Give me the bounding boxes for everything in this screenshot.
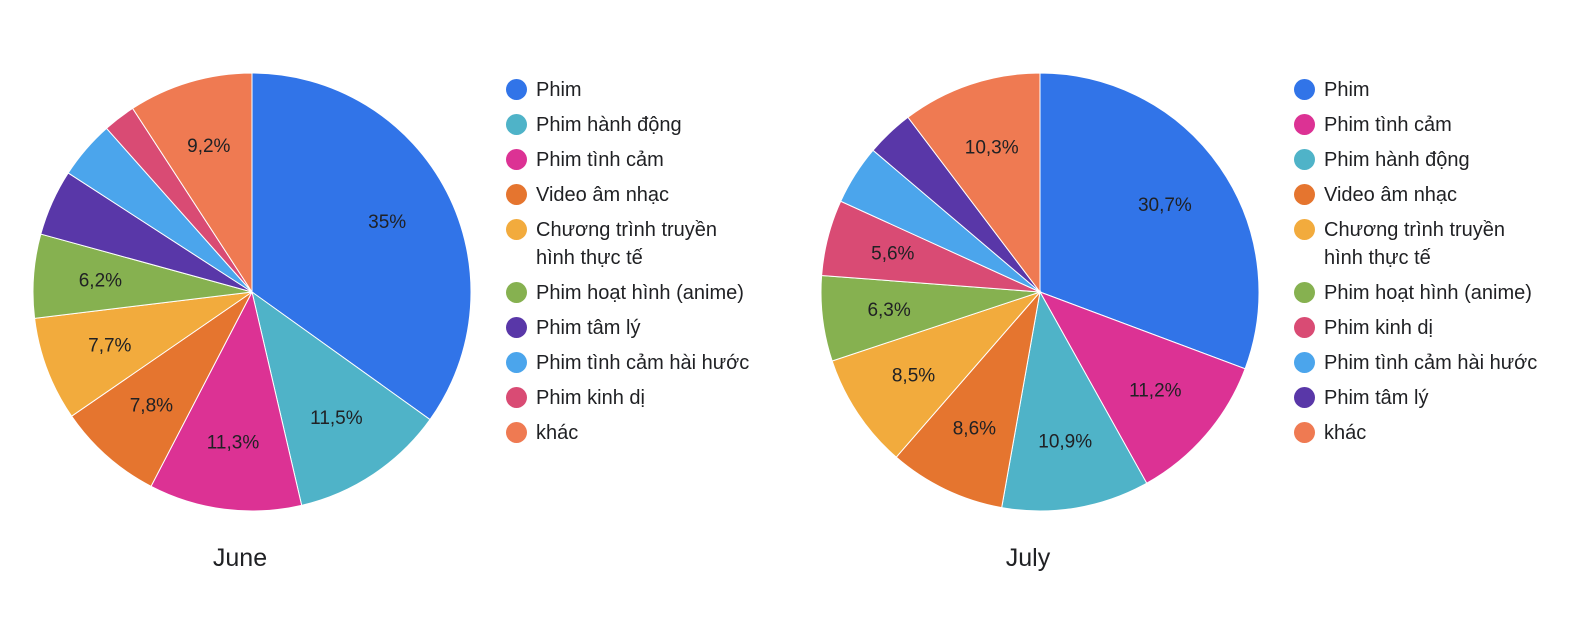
legend-item-phim-tinh-cam: Phim tình cảm [506, 146, 756, 174]
legend-item-phim-hanh-dong: Phim hành động [506, 111, 756, 139]
legend-label: Video âm nhạc [536, 184, 670, 206]
legend-item-phim-kinh-di: Phim kinh dị [1294, 314, 1544, 342]
legend-label: Phim tâm lý [536, 317, 641, 339]
legend-swatch [506, 422, 527, 443]
legend-item-video-am-nhac: Video âm nhạc [1294, 181, 1544, 209]
legend-item-chuong-trinh-truyen-hinh-thuc-te: Chương trình truyền hình thực tế [1294, 216, 1544, 272]
legend-label: Video âm nhạc [1324, 184, 1458, 206]
pie-slice-phim-tinh-cam [1038, 291, 1246, 484]
pie-slice-video-am-nhac [70, 291, 253, 488]
legend-swatch [1294, 219, 1315, 240]
legend-item-phim-kinh-di: Phim kinh dị [506, 384, 756, 412]
legend-item-phim-tinh-cam: Phim tình cảm [1294, 111, 1544, 139]
pie-slice-khac [907, 72, 1041, 294]
legend-swatch [506, 79, 527, 100]
legend-swatch [506, 184, 527, 205]
slice-value-label: 30,7% [1138, 195, 1192, 216]
legend-label: khác [1324, 422, 1367, 444]
legend-item-phim-tam-ly: Phim tâm lý [1294, 384, 1544, 412]
slice-value-label: 11,3% [207, 432, 260, 453]
legend-label: Phim kinh dị [536, 387, 645, 409]
legend-label: Phim hoạt hình (anime) [1324, 282, 1532, 304]
pie-svg: 30,7% 11,2% 10,9% 8,6% 8,5% 6,3% 5,6% 10,3% [820, 72, 1260, 512]
legend-label: Phim kinh dị [1324, 317, 1433, 339]
legend-item-phim: Phim [1294, 76, 1544, 104]
legend-label: Phim tình cảm hài hước [536, 352, 750, 374]
slice-value-label: 10,3% [965, 137, 1019, 158]
legend-swatch [1294, 282, 1315, 303]
legend-swatch [1294, 387, 1315, 408]
slice-value-label: 7,7% [88, 335, 131, 356]
legend-swatch [1294, 149, 1315, 170]
legend-item-phim-hoat-hinh-anime: Phim hoạt hình (anime) [506, 279, 756, 307]
legend-swatch [506, 114, 527, 135]
chart-title: July [1005, 544, 1051, 572]
legend-label: Phim tâm lý [1324, 387, 1429, 409]
legend-item-phim-hanh-dong: Phim hành động [1294, 146, 1544, 174]
chart-title: June [212, 544, 268, 572]
slice-value-label: 6,3% [867, 300, 910, 321]
legend-label: Phim tình cảm [536, 149, 664, 171]
legend-label: Phim tình cảm [1324, 114, 1452, 136]
legend-swatch [506, 282, 527, 303]
legend-item-video-am-nhac: Video âm nhạc [506, 181, 756, 209]
legend-swatch [506, 149, 527, 170]
legend-item-phim: Phim [506, 76, 756, 104]
pie-slice-phim-tinh-cam [150, 290, 303, 512]
legend-item-khac: khác [1294, 419, 1544, 447]
slice-value-label: 35% [368, 212, 406, 233]
pie-chart-july: 30,7% 11,2% 10,9% 8,6% 8,5% 6,3% 5,6% 10,3% Jul… [788, 0, 1570, 618]
legend-item-chuong-trinh-truyen-hinh-thuc-te: Chương trình truyền hình thực tế [506, 216, 756, 272]
legend-swatch [1294, 114, 1315, 135]
pie-svg: 35% 11,5% 11,3% 7,8% 7,7% 6,2% 9,2% [32, 72, 472, 512]
legend: Phim Phim hành động Phim tình cảm Video âm … [506, 76, 756, 454]
pie-slice-phim [251, 72, 472, 421]
legend-swatch [506, 387, 527, 408]
legend-label: Chương trình truyền hình thực tế [1324, 219, 1506, 269]
legend-swatch [1294, 184, 1315, 205]
slice-value-label: 11,2% [1129, 381, 1182, 402]
pie-slice-chuong-trinh-truyen-hinh-thuc-te [34, 291, 253, 417]
legend-label: Phim hoạt hình (anime) [536, 282, 744, 304]
pie-slice-phim [1039, 72, 1260, 370]
legend-label: Phim hành động [1324, 149, 1470, 171]
slice-value-label: 8,5% [892, 366, 935, 387]
legend-label: khác [536, 422, 579, 444]
slice-value-label: 11,5% [310, 408, 363, 429]
legend-swatch [1294, 422, 1315, 443]
pie-slice-chuong-trinh-truyen-hinh-thuc-te [831, 290, 1042, 458]
legend-label: Phim [536, 79, 582, 101]
legend-item-phim-hoat-hinh-anime: Phim hoạt hình (anime) [1294, 279, 1544, 307]
legend-swatch [506, 352, 527, 373]
legend-swatch [1294, 317, 1315, 338]
legend-item-phim-tinh-cam-hai-huoc: Phim tình cảm hài hước [506, 349, 756, 377]
slice-value-label: 6,2% [79, 270, 122, 291]
legend: Phim Phim tình cảm Phim hành động Video âm … [1294, 76, 1544, 454]
slice-value-label: 10,9% [1038, 431, 1092, 452]
legend-label: Phim tình cảm hài hước [1324, 352, 1538, 374]
legend-item-phim-tinh-cam-hai-huoc: Phim tình cảm hài hước [1294, 349, 1544, 377]
legend-swatch [506, 317, 527, 338]
pie-slice-phim-hanh-dong [251, 290, 431, 506]
legend-swatch [1294, 352, 1315, 373]
legend-label: Phim hành động [536, 114, 682, 136]
legend-item-khac: khác [506, 419, 756, 447]
slice-value-label: 7,8% [130, 395, 173, 416]
legend-label: Phim [1324, 79, 1370, 101]
slice-value-label: 5,6% [871, 244, 914, 265]
pie-slice-phim-hanh-dong [1001, 290, 1148, 512]
pie-slice-video-am-nhac [895, 290, 1041, 509]
pie-chart-june: 35% 11,5% 11,3% 7,8% 7,7% 6,2% 9,2% June Phim P… [32, 72, 756, 572]
pie-slice-khac [131, 72, 253, 294]
legend-label: Chương trình truyền hình thực tế [536, 219, 718, 269]
legend-item-phim-tam-ly: Phim tâm lý [506, 314, 756, 342]
legend-swatch [506, 219, 527, 240]
slice-value-label: 9,2% [187, 136, 230, 157]
legend-swatch [1294, 79, 1315, 100]
slice-value-label: 8,6% [953, 419, 996, 440]
